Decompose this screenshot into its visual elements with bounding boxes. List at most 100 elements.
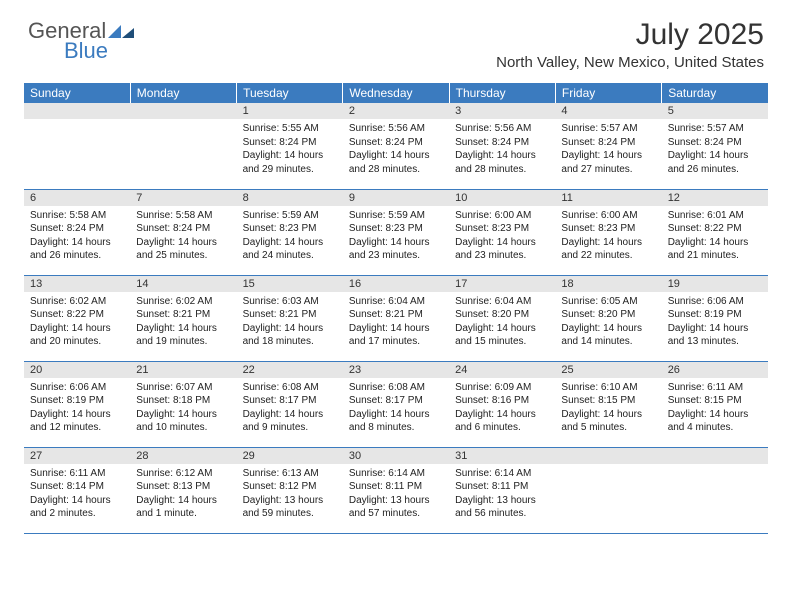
calendar-cell: 31Sunrise: 6:14 AMSunset: 8:11 PMDayligh… xyxy=(449,447,555,533)
sunset-text: Sunset: 8:23 PM xyxy=(243,222,337,236)
day-number: 2 xyxy=(343,103,449,119)
day-body: Sunrise: 6:13 AMSunset: 8:12 PMDaylight:… xyxy=(237,464,343,525)
weekday-header: Friday xyxy=(555,83,661,103)
day-body: Sunrise: 5:59 AMSunset: 8:23 PMDaylight:… xyxy=(237,206,343,267)
day-body: Sunrise: 6:04 AMSunset: 8:20 PMDaylight:… xyxy=(449,292,555,353)
sunrise-text: Sunrise: 6:01 AM xyxy=(668,209,762,223)
day-number: 8 xyxy=(237,190,343,206)
sunrise-text: Sunrise: 6:02 AM xyxy=(136,295,230,309)
calendar-cell: 12Sunrise: 6:01 AMSunset: 8:22 PMDayligh… xyxy=(662,189,768,275)
sunset-text: Sunset: 8:24 PM xyxy=(561,136,655,150)
day-number: 17 xyxy=(449,276,555,292)
sunrise-text: Sunrise: 5:58 AM xyxy=(136,209,230,223)
day-number: 11 xyxy=(555,190,661,206)
day-number: 31 xyxy=(449,448,555,464)
calendar-cell: 13Sunrise: 6:02 AMSunset: 8:22 PMDayligh… xyxy=(24,275,130,361)
day-body: Sunrise: 6:06 AMSunset: 8:19 PMDaylight:… xyxy=(662,292,768,353)
sunset-text: Sunset: 8:23 PM xyxy=(349,222,443,236)
sunset-text: Sunset: 8:19 PM xyxy=(668,308,762,322)
daylight-text: Daylight: 14 hours and 24 minutes. xyxy=(243,236,337,263)
daylight-text: Daylight: 14 hours and 6 minutes. xyxy=(455,408,549,435)
day-number: 12 xyxy=(662,190,768,206)
sunset-text: Sunset: 8:18 PM xyxy=(136,394,230,408)
sunset-text: Sunset: 8:15 PM xyxy=(561,394,655,408)
calendar-cell: 27Sunrise: 6:11 AMSunset: 8:14 PMDayligh… xyxy=(24,447,130,533)
daylight-text: Daylight: 14 hours and 19 minutes. xyxy=(136,322,230,349)
weekday-header: Tuesday xyxy=(237,83,343,103)
sunrise-text: Sunrise: 6:00 AM xyxy=(455,209,549,223)
day-body: Sunrise: 6:02 AMSunset: 8:21 PMDaylight:… xyxy=(130,292,236,353)
daylight-text: Daylight: 13 hours and 56 minutes. xyxy=(455,494,549,521)
day-body: Sunrise: 5:58 AMSunset: 8:24 PMDaylight:… xyxy=(24,206,130,267)
calendar-row: 13Sunrise: 6:02 AMSunset: 8:22 PMDayligh… xyxy=(24,275,768,361)
daylight-text: Daylight: 14 hours and 28 minutes. xyxy=(455,149,549,176)
calendar-cell: 23Sunrise: 6:08 AMSunset: 8:17 PMDayligh… xyxy=(343,361,449,447)
day-number: 4 xyxy=(555,103,661,119)
daylight-text: Daylight: 14 hours and 23 minutes. xyxy=(349,236,443,263)
sunset-text: Sunset: 8:21 PM xyxy=(136,308,230,322)
sunset-text: Sunset: 8:20 PM xyxy=(455,308,549,322)
sunset-text: Sunset: 8:24 PM xyxy=(349,136,443,150)
calendar-cell: 7Sunrise: 5:58 AMSunset: 8:24 PMDaylight… xyxy=(130,189,236,275)
daylight-text: Daylight: 14 hours and 22 minutes. xyxy=(561,236,655,263)
sunrise-text: Sunrise: 6:11 AM xyxy=(668,381,762,395)
day-number-empty xyxy=(555,448,661,464)
day-body: Sunrise: 5:57 AMSunset: 8:24 PMDaylight:… xyxy=(662,119,768,180)
calendar-cell: 15Sunrise: 6:03 AMSunset: 8:21 PMDayligh… xyxy=(237,275,343,361)
calendar-cell: 26Sunrise: 6:11 AMSunset: 8:15 PMDayligh… xyxy=(662,361,768,447)
sunrise-text: Sunrise: 6:14 AM xyxy=(455,467,549,481)
calendar-table: SundayMondayTuesdayWednesdayThursdayFrid… xyxy=(24,83,768,534)
sunrise-text: Sunrise: 6:00 AM xyxy=(561,209,655,223)
day-body: Sunrise: 6:14 AMSunset: 8:11 PMDaylight:… xyxy=(343,464,449,525)
calendar-cell: 9Sunrise: 5:59 AMSunset: 8:23 PMDaylight… xyxy=(343,189,449,275)
sunset-text: Sunset: 8:21 PM xyxy=(349,308,443,322)
sunset-text: Sunset: 8:24 PM xyxy=(455,136,549,150)
sunset-text: Sunset: 8:22 PM xyxy=(668,222,762,236)
sunset-text: Sunset: 8:24 PM xyxy=(243,136,337,150)
day-number: 29 xyxy=(237,448,343,464)
calendar-cell: 18Sunrise: 6:05 AMSunset: 8:20 PMDayligh… xyxy=(555,275,661,361)
day-body: Sunrise: 5:55 AMSunset: 8:24 PMDaylight:… xyxy=(237,119,343,180)
sunrise-text: Sunrise: 6:11 AM xyxy=(30,467,124,481)
calendar-cell: 30Sunrise: 6:14 AMSunset: 8:11 PMDayligh… xyxy=(343,447,449,533)
weekday-header: Monday xyxy=(130,83,236,103)
header: GeneralBlue July 2025 North Valley, New … xyxy=(0,0,792,77)
calendar-cell: 17Sunrise: 6:04 AMSunset: 8:20 PMDayligh… xyxy=(449,275,555,361)
day-body: Sunrise: 5:56 AMSunset: 8:24 PMDaylight:… xyxy=(449,119,555,180)
sunrise-text: Sunrise: 6:07 AM xyxy=(136,381,230,395)
sunrise-text: Sunrise: 6:05 AM xyxy=(561,295,655,309)
calendar-cell: 20Sunrise: 6:06 AMSunset: 8:19 PMDayligh… xyxy=(24,361,130,447)
day-body: Sunrise: 6:00 AMSunset: 8:23 PMDaylight:… xyxy=(555,206,661,267)
sunrise-text: Sunrise: 6:04 AM xyxy=(455,295,549,309)
sunset-text: Sunset: 8:23 PM xyxy=(455,222,549,236)
daylight-text: Daylight: 13 hours and 57 minutes. xyxy=(349,494,443,521)
daylight-text: Daylight: 14 hours and 20 minutes. xyxy=(30,322,124,349)
daylight-text: Daylight: 14 hours and 1 minute. xyxy=(136,494,230,521)
day-number: 18 xyxy=(555,276,661,292)
calendar-cell: 21Sunrise: 6:07 AMSunset: 8:18 PMDayligh… xyxy=(130,361,236,447)
calendar-cell: 3Sunrise: 5:56 AMSunset: 8:24 PMDaylight… xyxy=(449,103,555,189)
day-body: Sunrise: 6:01 AMSunset: 8:22 PMDaylight:… xyxy=(662,206,768,267)
weekday-header: Thursday xyxy=(449,83,555,103)
day-number: 6 xyxy=(24,190,130,206)
day-body: Sunrise: 6:08 AMSunset: 8:17 PMDaylight:… xyxy=(237,378,343,439)
sunset-text: Sunset: 8:19 PM xyxy=(30,394,124,408)
sunrise-text: Sunrise: 6:14 AM xyxy=(349,467,443,481)
sunrise-text: Sunrise: 6:08 AM xyxy=(349,381,443,395)
sunset-text: Sunset: 8:24 PM xyxy=(136,222,230,236)
daylight-text: Daylight: 14 hours and 27 minutes. xyxy=(561,149,655,176)
sunset-text: Sunset: 8:23 PM xyxy=(561,222,655,236)
calendar-head: SundayMondayTuesdayWednesdayThursdayFrid… xyxy=(24,83,768,103)
sunset-text: Sunset: 8:11 PM xyxy=(349,480,443,494)
calendar-cell xyxy=(24,103,130,189)
daylight-text: Daylight: 14 hours and 15 minutes. xyxy=(455,322,549,349)
day-body: Sunrise: 5:58 AMSunset: 8:24 PMDaylight:… xyxy=(130,206,236,267)
sunset-text: Sunset: 8:24 PM xyxy=(668,136,762,150)
day-number: 14 xyxy=(130,276,236,292)
day-body: Sunrise: 6:11 AMSunset: 8:14 PMDaylight:… xyxy=(24,464,130,525)
calendar-cell: 2Sunrise: 5:56 AMSunset: 8:24 PMDaylight… xyxy=(343,103,449,189)
daylight-text: Daylight: 13 hours and 59 minutes. xyxy=(243,494,337,521)
daylight-text: Daylight: 14 hours and 2 minutes. xyxy=(30,494,124,521)
day-body: Sunrise: 6:10 AMSunset: 8:15 PMDaylight:… xyxy=(555,378,661,439)
daylight-text: Daylight: 14 hours and 21 minutes. xyxy=(668,236,762,263)
